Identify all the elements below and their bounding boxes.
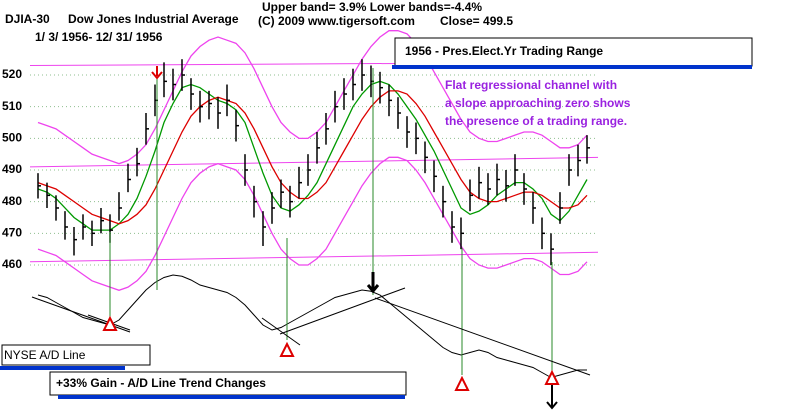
annotation: Flat regressional channel with — [445, 78, 617, 92]
y-tick-label: 470 — [2, 225, 22, 239]
indicator-line — [37, 80, 588, 231]
banner-box — [394, 37, 753, 67]
y-tick-label: 490 — [2, 162, 22, 176]
y-tick-label: 510 — [2, 99, 22, 113]
plot: 460 470 480 490 500 510 520 — [2, 30, 599, 379]
indicator-line — [37, 156, 588, 291]
y-tick-label: 460 — [2, 257, 22, 271]
chart-title: DJIA-30 — [5, 12, 50, 26]
date-range: 1/ 3/ 1956- 12/ 31/ 1956 — [35, 30, 163, 44]
chart-subtitle: Dow Jones Industrial Average — [68, 12, 239, 26]
annotation: the presence of a trading range. — [445, 114, 627, 128]
ad-label: NYSE A/D Line — [4, 348, 86, 362]
y-tick-label: 520 — [2, 67, 22, 81]
channel-line — [29, 156, 599, 168]
annotation: a slope approaching zero shows — [445, 96, 631, 110]
indicator-line — [37, 30, 588, 165]
header-note: Upper band= 3.9% Lower bands=-4.4% — [262, 0, 482, 14]
indicator-line — [37, 90, 588, 225]
ad-line — [37, 274, 587, 379]
footer: +33% Gain - A/D Line Trend Changes — [56, 376, 266, 390]
arrows — [102, 66, 560, 410]
channel-line — [29, 251, 599, 263]
header-note: (C) 2009 www.tigersoft.com — [258, 14, 415, 28]
y-tick-label: 480 — [2, 194, 22, 208]
signal-lines — [109, 68, 553, 390]
banner: 1956 - Pres.Elect.Yr Trading Range — [405, 44, 603, 58]
y-tick-label: 500 — [2, 131, 22, 145]
header-note: Close= 499.5 — [440, 14, 513, 28]
ad-label-box — [1, 344, 151, 366]
